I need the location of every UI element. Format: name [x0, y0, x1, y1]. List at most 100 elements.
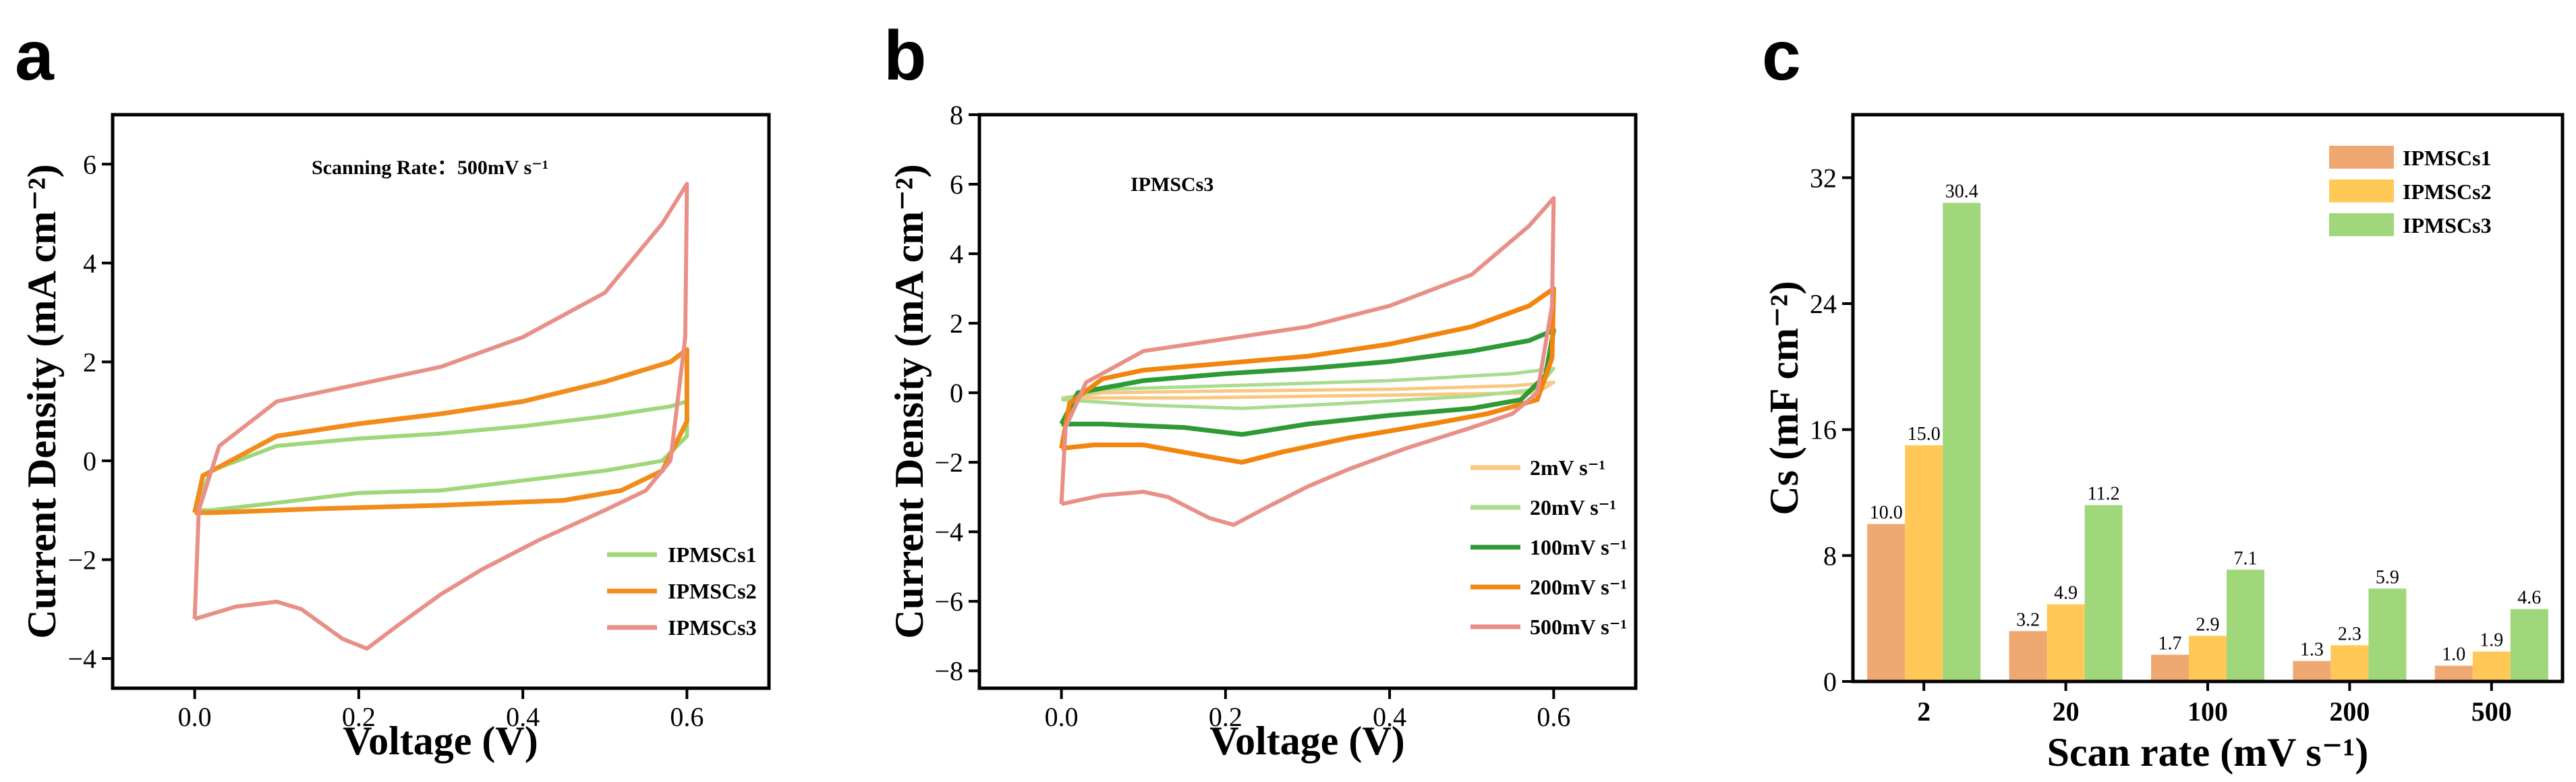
bar-ipmscs2-20 [2047, 604, 2085, 681]
panel-a-ticks: 0.0 0.2 0.4 0.6 −4 −2 0 2 4 6 [67, 149, 704, 732]
bar-value-label: 4.9 [2054, 583, 2078, 604]
panel-b-ticks: 0.0 0.2 0.4 0.6 −8 −6 −4 −2 0 2 4 6 8 [934, 100, 1570, 732]
bar-ipmscs1-100 [2151, 654, 2189, 681]
y-tick-label: 6 [950, 169, 963, 200]
panel-a-xlabel: Voltage (V) [343, 719, 538, 763]
legend-item-2mv: 2mV s⁻¹ [1470, 455, 1605, 480]
legend-item-bar-ipmscs1: IPMSCs1 [2329, 146, 2492, 170]
panel-b-legend: 2mV s⁻¹ 20mV s⁻¹ 100mV s⁻¹ 200mV s⁻¹ 500… [1470, 455, 1627, 639]
y-tick-label: 8 [950, 100, 963, 130]
x-tick-label: 0.2 [1209, 702, 1242, 732]
bar-ipmscs1-500 [2434, 665, 2473, 681]
x-tick-label: 0.4 [1373, 702, 1406, 732]
panel-b-line-chart: 0.0 0.2 0.4 0.6 −8 −6 −4 −2 0 2 4 6 8 IPMSCs3 Voltag… [887, 100, 1638, 763]
bar-value-label: 2.9 [2196, 614, 2220, 635]
legend-swatch-bar-ipmscs3 [2329, 213, 2394, 236]
panel-b-letter: b [884, 17, 927, 95]
cv-curve-100mv-s [1059, 327, 1556, 437]
bar-ipmscs3-200 [2368, 588, 2407, 681]
y-tick-label: 16 [1810, 415, 1837, 445]
bar-value-label: 11.2 [2088, 484, 2120, 505]
y-tick-label: −4 [934, 517, 963, 547]
bar-ipmscs1-2 [1867, 524, 1906, 681]
bar-value-label: 5.9 [2376, 567, 2399, 588]
bar-ipmscs3-20 [2084, 505, 2123, 681]
bar-value-label: 10.0 [1870, 503, 1903, 524]
x-tick-label: 0.6 [670, 702, 704, 732]
y-tick-label: −6 [934, 586, 963, 617]
legend-label-500mv: 500mV s⁻¹ [1530, 615, 1627, 639]
panel-b-curves [1059, 196, 1556, 527]
bar-ipmscs1-20 [2009, 631, 2047, 681]
bar-value-label: 15.0 [1908, 424, 1941, 445]
legend-label-2mv: 2mV s⁻¹ [1530, 455, 1605, 480]
x-tick-label: 20 [2053, 696, 2080, 727]
x-tick-label: 200 [2329, 696, 2370, 727]
bar-value-label: 3.2 [2016, 609, 2040, 630]
bar-ipmscs2-100 [2189, 636, 2227, 681]
bar-value-label: 1.9 [2480, 630, 2503, 651]
legend-label-100mv: 100mV s⁻¹ [1530, 535, 1627, 559]
bar-ipmscs3-500 [2510, 609, 2548, 681]
bar-ipmscs3-100 [2227, 569, 2264, 681]
bar-ipmscs1-200 [2293, 661, 2331, 681]
panel-c-letter: c [1762, 17, 1801, 95]
legend-label-bar-ipmscs3: IPMSCs3 [2403, 213, 2492, 238]
y-tick-label: 0 [1823, 667, 1837, 697]
y-tick-label: 4 [83, 248, 96, 279]
x-tick-label: 0.2 [342, 702, 376, 732]
legend-item-500mv: 500mV s⁻¹ [1470, 615, 1627, 639]
y-tick-label: 0 [83, 446, 96, 476]
panel-a-frame [111, 113, 771, 690]
panel-a-legend: IPMSCs1 IPMSCs2 IPMSCs3 [607, 542, 757, 640]
panel-a-title: Scanning Rate：500mV s⁻¹ [312, 157, 548, 179]
legend-label-ipmscs1: IPMSCs1 [668, 542, 757, 567]
y-tick-label: −2 [67, 544, 96, 575]
y-tick-label: 4 [950, 239, 963, 269]
bar-ipmscs2-2 [1905, 445, 1943, 681]
legend-item-ipmscs3: IPMSCs3 [607, 615, 757, 640]
cv-curve-ipmscs2 [192, 347, 689, 515]
cv-curve-2mv-s [1061, 381, 1555, 400]
legend-item-20mv: 20mV s⁻¹ [1470, 495, 1616, 520]
legend-swatch-bar-ipmscs2 [2329, 179, 2394, 202]
legend-label-bar-ipmscs1: IPMSCs1 [2403, 146, 2492, 170]
panel-a-curves [192, 181, 689, 651]
panel-c-xlabel: Scan rate (mV s⁻¹) [2047, 730, 2369, 775]
y-tick-label: −8 [934, 656, 963, 686]
panel-c-ticks: 2 20 100 200 500 0 8 16 24 32 [1810, 163, 2512, 727]
panel-c-bar-chart: 10.0 15.0 30.4 3.2 4.9 11.2 1.7 2.9 7.1 1.3 2.3 5.9… [1762, 113, 2565, 775]
y-tick-label: −4 [67, 644, 96, 674]
panel-a-letter: a [15, 17, 55, 95]
panel-b-title: IPMSCs3 [1130, 173, 1213, 196]
cv-curve-500mv-s [1059, 196, 1556, 527]
y-tick-label: 8 [1823, 540, 1837, 571]
x-tick-label: 0.0 [1045, 702, 1079, 732]
legend-label-20mv: 20mV s⁻¹ [1530, 495, 1616, 520]
x-tick-label: 100 [2187, 696, 2228, 727]
x-tick-label: 0.6 [1537, 702, 1570, 732]
legend-label-ipmscs3: IPMSCs3 [668, 615, 757, 640]
cv-curve-20mv-s [1060, 366, 1555, 410]
panel-b-ylabel: Current Density (mA cm⁻²) [887, 164, 932, 638]
x-tick-label: 500 [2471, 696, 2512, 727]
bar-ipmscs3-2 [1943, 202, 1981, 682]
legend-label-ipmscs2: IPMSCs2 [668, 579, 757, 603]
legend-item-bar-ipmscs3: IPMSCs3 [2329, 213, 2492, 238]
legend-item-ipmscs2: IPMSCs2 [607, 579, 757, 603]
panel-c-ylabel: Cs (mF cm⁻²) [1762, 281, 1806, 515]
bar-ipmscs2-500 [2472, 651, 2511, 681]
y-tick-label: 2 [83, 347, 96, 377]
y-tick-label: −2 [934, 447, 963, 478]
bar-ipmscs2-200 [2330, 645, 2369, 681]
panel-c-legend: IPMSCs1 IPMSCs2 IPMSCs3 [2329, 146, 2492, 238]
bar-value-label: 1.0 [2442, 644, 2465, 665]
legend-label-200mv: 200mV s⁻¹ [1530, 575, 1627, 599]
y-tick-label: 24 [1810, 289, 1837, 319]
legend-item-bar-ipmscs2: IPMSCs2 [2329, 179, 2492, 204]
legend-item-ipmscs1: IPMSCs1 [607, 542, 757, 567]
panel-a-line-chart: 0.0 0.2 0.4 0.6 −4 −2 0 2 4 6 Scanning Rate：500mV… [20, 113, 771, 763]
panel-b-frame [977, 113, 1638, 690]
bar-value-label: 2.3 [2338, 623, 2362, 644]
